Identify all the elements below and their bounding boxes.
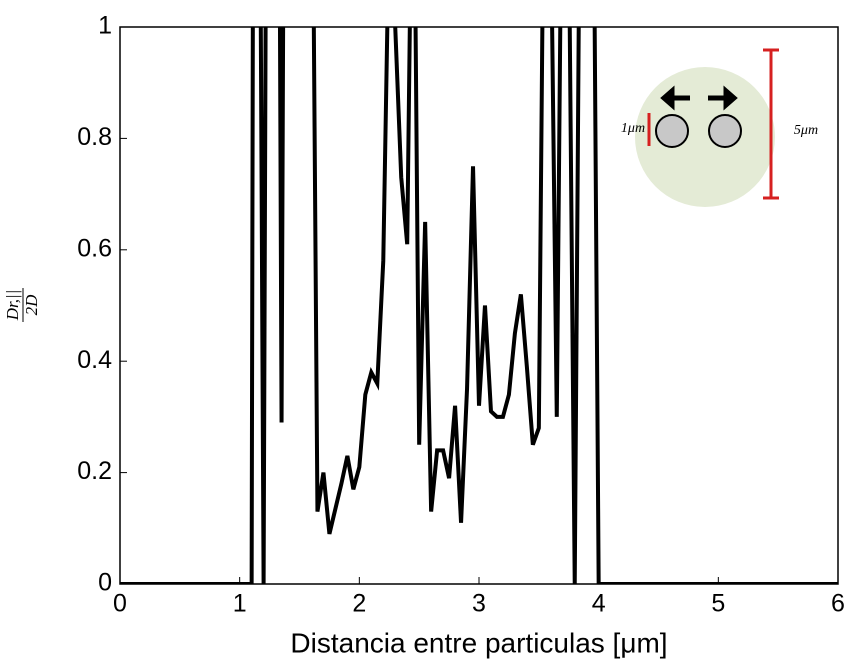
x-axis-label: Distancia entre particulas [μm] bbox=[290, 627, 667, 658]
inset-diagram: 1μm 5μm bbox=[621, 48, 818, 207]
arrow-right bbox=[708, 85, 738, 111]
x-tick-label: 0 bbox=[113, 590, 127, 618]
x-tick-label: 2 bbox=[352, 590, 366, 618]
arrow-left bbox=[660, 85, 690, 111]
y-label-denominator: 2D bbox=[22, 294, 41, 316]
x-tick-label: 3 bbox=[472, 590, 486, 618]
y-tick-label: 0.6 bbox=[77, 234, 112, 262]
y-label-numerator: Dr,|| bbox=[3, 290, 22, 322]
particle bbox=[655, 114, 689, 148]
y-tick-label: 0.2 bbox=[77, 457, 112, 485]
x-tick-label: 6 bbox=[831, 590, 845, 618]
x-tick-label: 1 bbox=[233, 590, 247, 618]
y-tick-label: 0 bbox=[98, 569, 112, 597]
y-tick-label: 0.8 bbox=[77, 123, 112, 151]
x-tick-label: 4 bbox=[592, 590, 606, 618]
inset-disc bbox=[635, 67, 775, 207]
y-tick-label: 0.4 bbox=[77, 346, 112, 374]
large-label: 5μm bbox=[794, 123, 818, 138]
scale-bar-large bbox=[763, 48, 779, 200]
particle bbox=[708, 114, 742, 148]
data-line bbox=[120, 27, 838, 584]
y-tick-label: 1 bbox=[98, 12, 112, 40]
small-label: 1μm bbox=[621, 121, 645, 136]
x-tick-label: 5 bbox=[711, 590, 725, 618]
y-axis-label: Dr,|| 2D bbox=[3, 288, 41, 322]
